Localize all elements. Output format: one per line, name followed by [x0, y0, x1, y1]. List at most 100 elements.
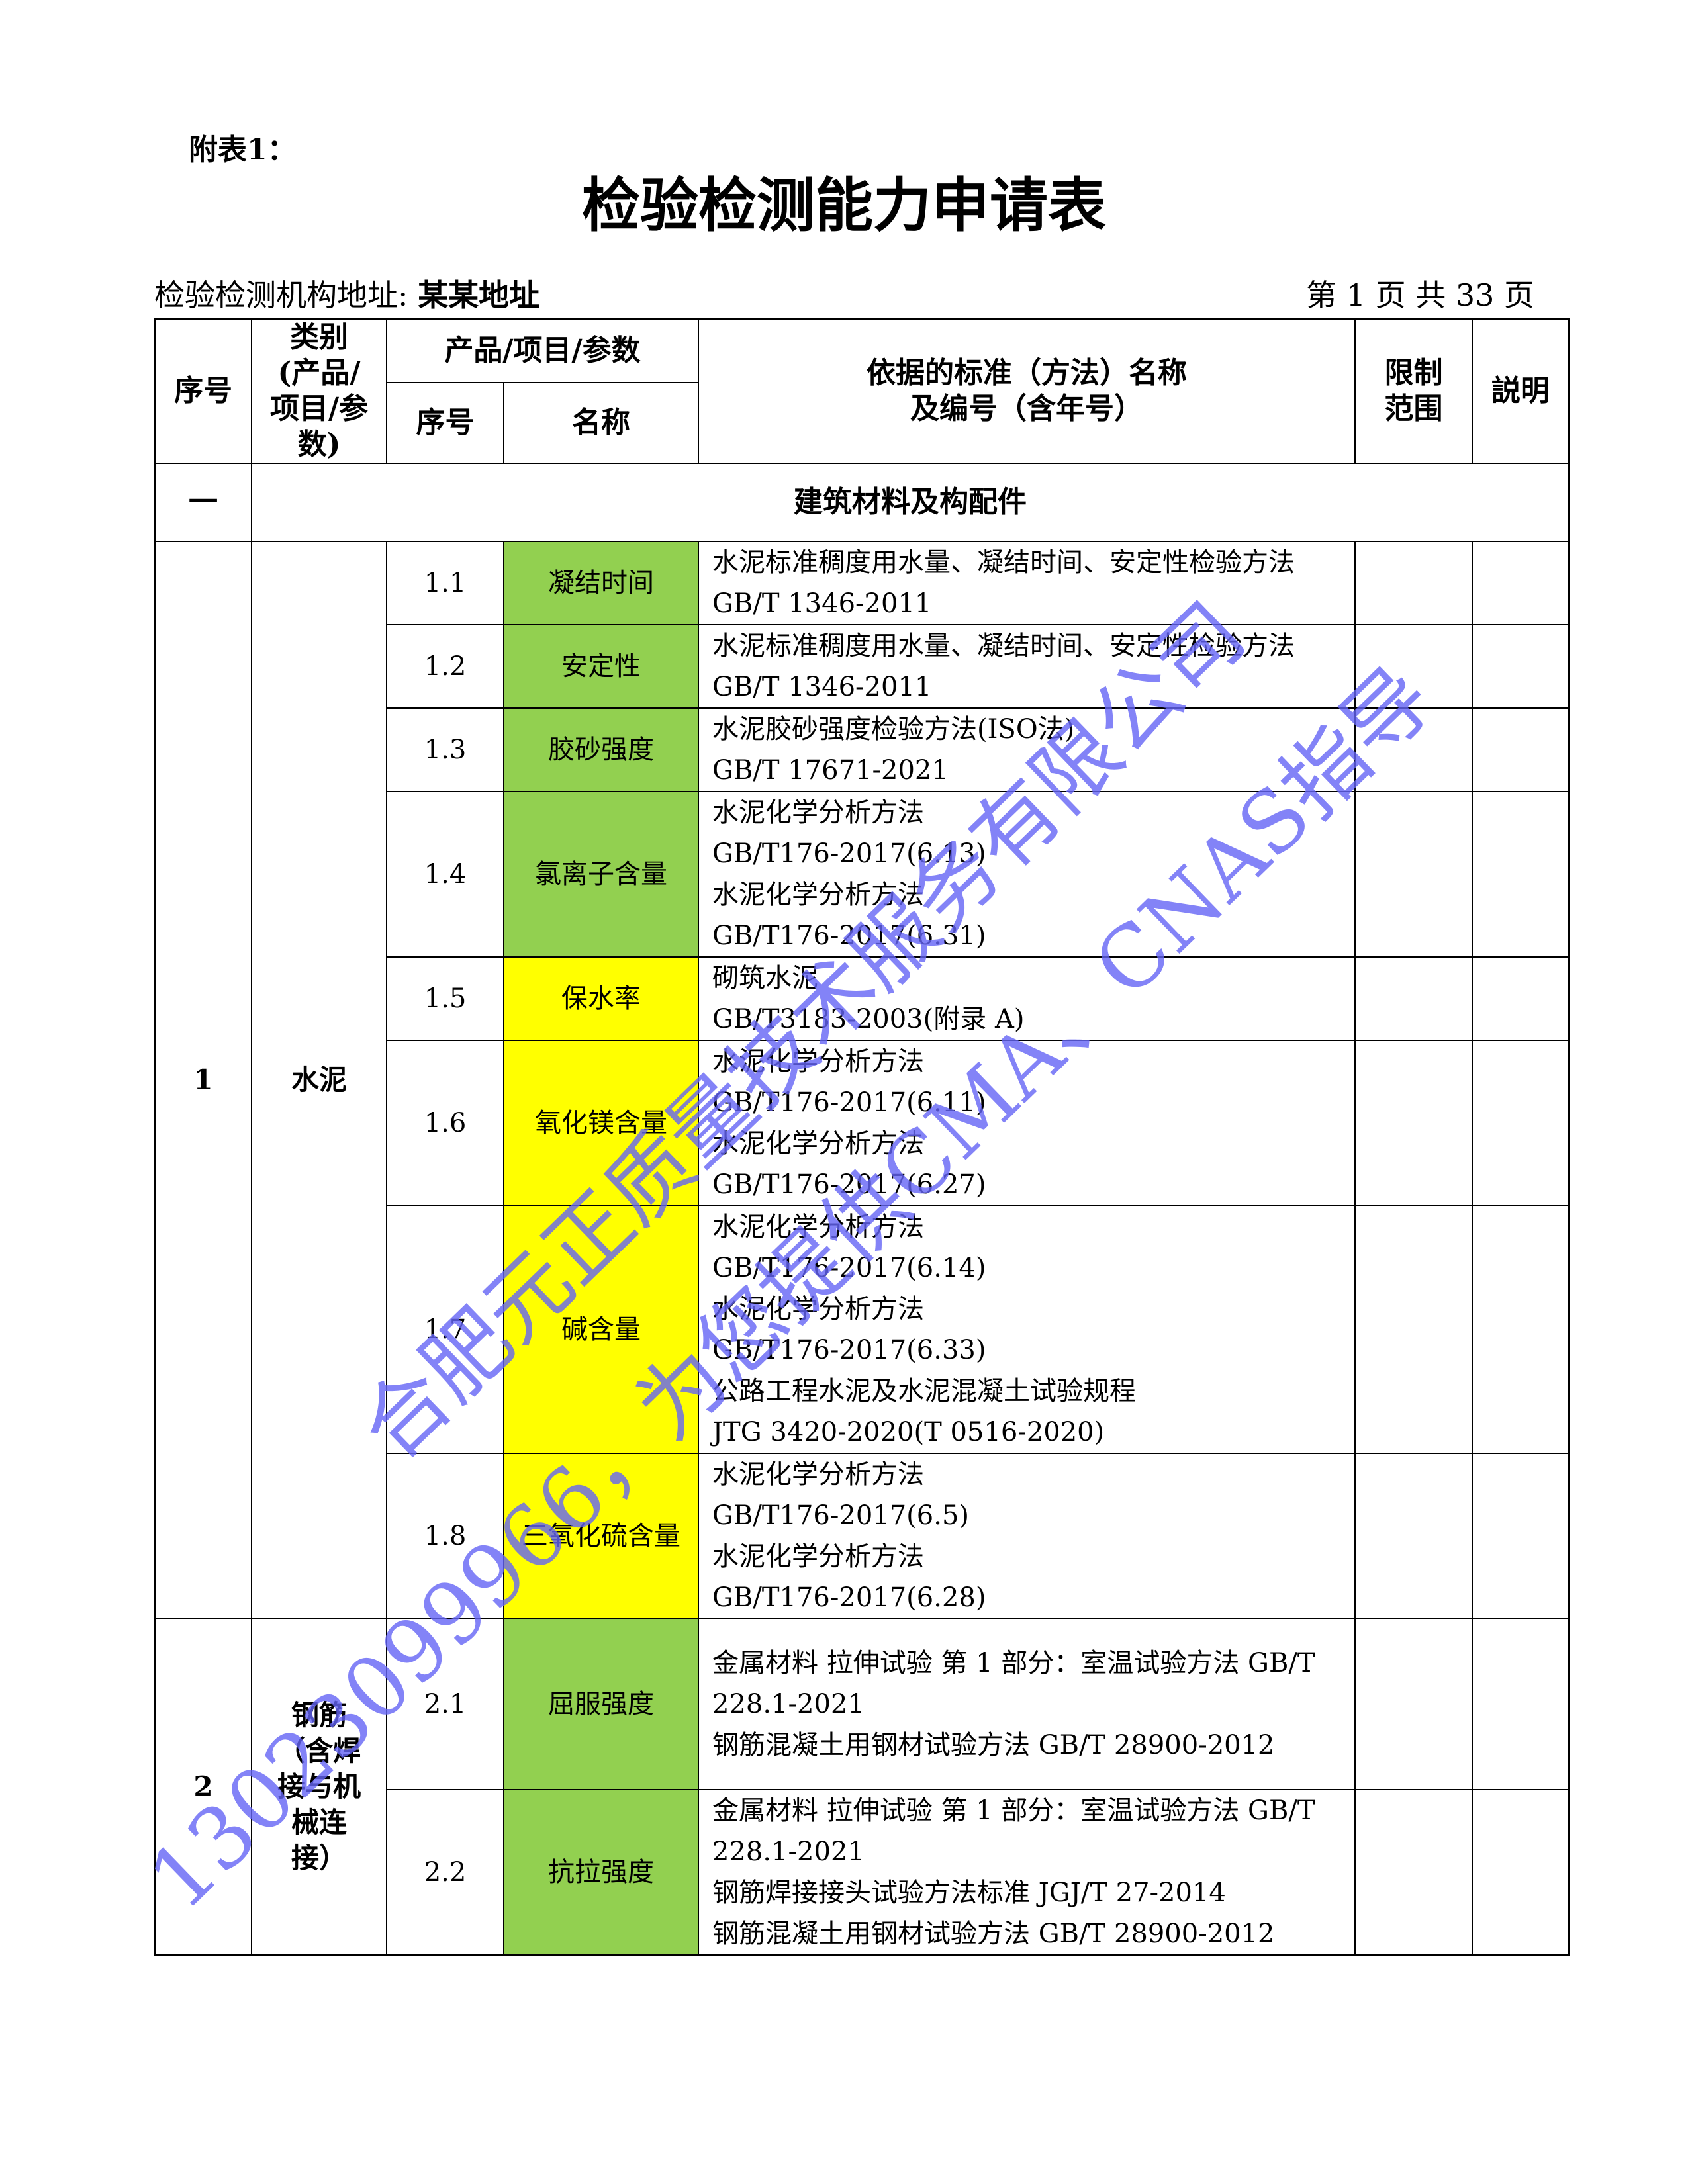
standard-line: GB/T 1346-2011	[712, 588, 932, 619]
standard-line: GB/T3183-2003(附录 A)	[712, 1004, 1025, 1034]
table-row: 1 水泥 1.1 凝结时间 水泥标准稠度用水量、凝结时间、安定性检验方法 GB/T 134…	[154, 541, 1570, 1619]
standard-line: 水泥化学分析方法	[712, 1541, 925, 1572]
item-no: 2.1	[386, 1618, 504, 1790]
item-standards: 水泥化学分析方法 GB/T176-2017(6.13) 水泥化学分析方法 GB/T17…	[698, 791, 1356, 958]
item-limit	[1354, 1453, 1474, 1619]
item-limit	[1354, 1040, 1474, 1206]
item-note	[1472, 541, 1570, 625]
table-row: 2 钢筋（含焊接与机械连接） 2.1 屈服强度 金属材料 拉伸试验 第 1 部分：室温试…	[154, 1618, 1570, 1956]
item-note	[1472, 707, 1570, 792]
address-line: 检验检测机构地址: 某某地址	[154, 271, 539, 315]
header-product-group: 产品/项目/参数	[385, 318, 700, 384]
item-note	[1472, 1453, 1570, 1619]
header-category: 类别(产品/项目/参数)	[251, 318, 387, 464]
standard-line: 水泥化学分析方法	[712, 1294, 925, 1324]
item-note	[1472, 1205, 1570, 1454]
group-seq: 2	[154, 1618, 252, 1956]
header-seq: 序号	[154, 318, 252, 464]
item-note	[1472, 1040, 1570, 1206]
item-standards: 水泥化学分析方法 GB/T176-2017(6.14) 水泥化学分析方法 GB/T17…	[698, 1205, 1356, 1454]
standard-line: GB/T 1346-2011	[712, 672, 932, 702]
item-name: 安定性	[502, 624, 700, 709]
item-no: 2.2	[386, 1789, 504, 1956]
item-note	[1472, 624, 1570, 709]
address-value: 某某地址	[418, 277, 540, 313]
group-seq: 1	[154, 541, 252, 1619]
standard-line: 水泥化学分析方法	[712, 1046, 925, 1077]
table-row: 1.2 安定性 水泥标准稠度用水量、凝结时间、安定性检验方法 GB/T 1346-20…	[155, 624, 1570, 709]
standard-line: GB/T 17671-2021	[712, 755, 949, 786]
item-limit	[1354, 956, 1474, 1041]
item-standards: 水泥标准稠度用水量、凝结时间、安定性检验方法 GB/T 1346-2011	[698, 541, 1356, 625]
standard-line: GB/T176-2017(6.33)	[712, 1335, 986, 1365]
address-label: 检验检测机构地址:	[154, 277, 408, 313]
standard-line: JTG 3420-2020(T 0516-2020)	[712, 1417, 1105, 1447]
item-name: 抗拉强度	[502, 1789, 700, 1956]
item-name: 氧化镁含量	[502, 1040, 700, 1206]
page-title: 检验检测能力申请表	[581, 171, 1106, 240]
standard-line: GB/T176-2017(6.28)	[712, 1582, 986, 1613]
item-standards: 砌筑水泥 GB/T3183-2003(附录 A)	[698, 956, 1356, 1041]
item-no: 1.8	[386, 1453, 504, 1619]
capability-table: 序号 类别(产品/项目/参数) 产品/项目/参数 依据的标准（方法）名称及编号（…	[154, 318, 1570, 1956]
standard-line: GB/T176-2017(6.11)	[712, 1087, 986, 1118]
item-note	[1472, 1789, 1570, 1956]
item-no: 1.6	[386, 1040, 504, 1206]
header-standard: 依据的标准（方法）名称及编号（含年号）	[698, 318, 1356, 464]
item-no: 1.5	[386, 956, 504, 1041]
item-name: 凝结时间	[502, 541, 700, 625]
standard-line: GB/T176-2017(6.14)	[712, 1253, 986, 1283]
item-name: 碱含量	[502, 1205, 700, 1454]
standard-line: GB/T176-2017(6.13)	[712, 839, 986, 869]
standard-line: 金属材料 拉伸试验 第 1 部分：室温试验方法 GB/T 228.1-2021	[712, 1796, 1315, 1867]
item-no: 1.7	[386, 1205, 504, 1454]
table-row: 1.8 三氧化硫含量 水泥化学分析方法 GB/T176-2017(6.5) 水泥化学分析…	[155, 1453, 1570, 1619]
page-info: 第 1 页 共 33 页	[1306, 277, 1534, 313]
item-name: 屈服强度	[502, 1618, 700, 1790]
standard-line: 金属材料 拉伸试验 第 1 部分：室温试验方法 GB/T 228.1-2021	[712, 1648, 1315, 1719]
item-note	[1472, 1618, 1570, 1790]
item-note	[1472, 956, 1570, 1041]
item-standards: 水泥化学分析方法 GB/T176-2017(6.11) 水泥化学分析方法 GB/T17…	[698, 1040, 1356, 1206]
table-row: 1.5 保水率 砌筑水泥 GB/T3183-2003(附录 A)	[155, 956, 1570, 1041]
standard-line: 水泥化学分析方法	[712, 797, 925, 828]
item-limit	[1354, 1618, 1474, 1790]
item-no: 1.1	[386, 541, 504, 625]
item-limit	[1354, 707, 1474, 792]
item-name: 保水率	[502, 956, 700, 1041]
item-limit	[1354, 791, 1474, 958]
table-row: 1.3 胶砂强度 水泥胶砂强度检验方法(ISO法) GB/T 17671-2021	[155, 707, 1570, 792]
item-note	[1472, 791, 1570, 958]
item-standards: 水泥化学分析方法 GB/T176-2017(6.5) 水泥化学分析方法 GB/T176…	[698, 1453, 1356, 1619]
header-note: 説明	[1472, 318, 1570, 464]
section-title: 建筑材料及构配件	[250, 463, 1570, 542]
item-standards: 水泥胶砂强度检验方法(ISO法) GB/T 17671-2021	[698, 707, 1356, 792]
item-standards: 金属材料 拉伸试验 第 1 部分：室温试验方法 GB/T 228.1-2021 钢…	[698, 1789, 1356, 1956]
header-name: 名称	[502, 382, 700, 464]
group-category: 水泥	[251, 541, 387, 1619]
standard-line: 水泥标准稠度用水量、凝结时间、安定性检验方法	[712, 547, 1295, 578]
item-standards: 水泥标准稠度用水量、凝结时间、安定性检验方法 GB/T 1346-2011	[698, 624, 1356, 709]
standard-line: 水泥化学分析方法	[712, 880, 925, 910]
standard-line: GB/T176-2017(6.27)	[712, 1169, 986, 1200]
item-limit	[1354, 624, 1474, 709]
header-limit: 限制范围	[1354, 318, 1474, 464]
standard-line: 水泥化学分析方法	[712, 1212, 925, 1242]
standard-line: 钢筋混凝土用钢材试验方法 GB/T 28900-2012	[712, 1919, 1275, 1949]
item-name: 三氧化硫含量	[502, 1453, 700, 1619]
item-name: 氯离子含量	[502, 791, 700, 958]
standard-line: 钢筋混凝土用钢材试验方法 GB/T 28900-2012	[712, 1730, 1275, 1760]
item-no: 1.2	[386, 624, 504, 709]
standard-line: 水泥胶砂强度检验方法(ISO法)	[712, 714, 1075, 745]
header-sub-seq: 序号	[386, 382, 504, 464]
item-limit	[1354, 1205, 1474, 1454]
table-row: 1.7 碱含量 水泥化学分析方法 GB/T176-2017(6.14) 水泥化学分析方法…	[155, 1205, 1570, 1454]
section-seq: 一	[154, 463, 252, 542]
table-row: 2.2 抗拉强度 金属材料 拉伸试验 第 1 部分：室温试验方法 GB/T 228.…	[155, 1789, 1570, 1956]
item-name: 胶砂强度	[502, 707, 700, 792]
item-standards: 金属材料 拉伸试验 第 1 部分：室温试验方法 GB/T 228.1-2021 钢…	[698, 1618, 1356, 1790]
item-no: 1.4	[386, 791, 504, 958]
standard-line: 钢筋焊接接头试验方法标准 JGJ/T 27-2014	[712, 1878, 1226, 1908]
standard-line: 水泥化学分析方法	[712, 1128, 925, 1159]
standard-line: GB/T176-2017(6.5)	[712, 1500, 970, 1531]
